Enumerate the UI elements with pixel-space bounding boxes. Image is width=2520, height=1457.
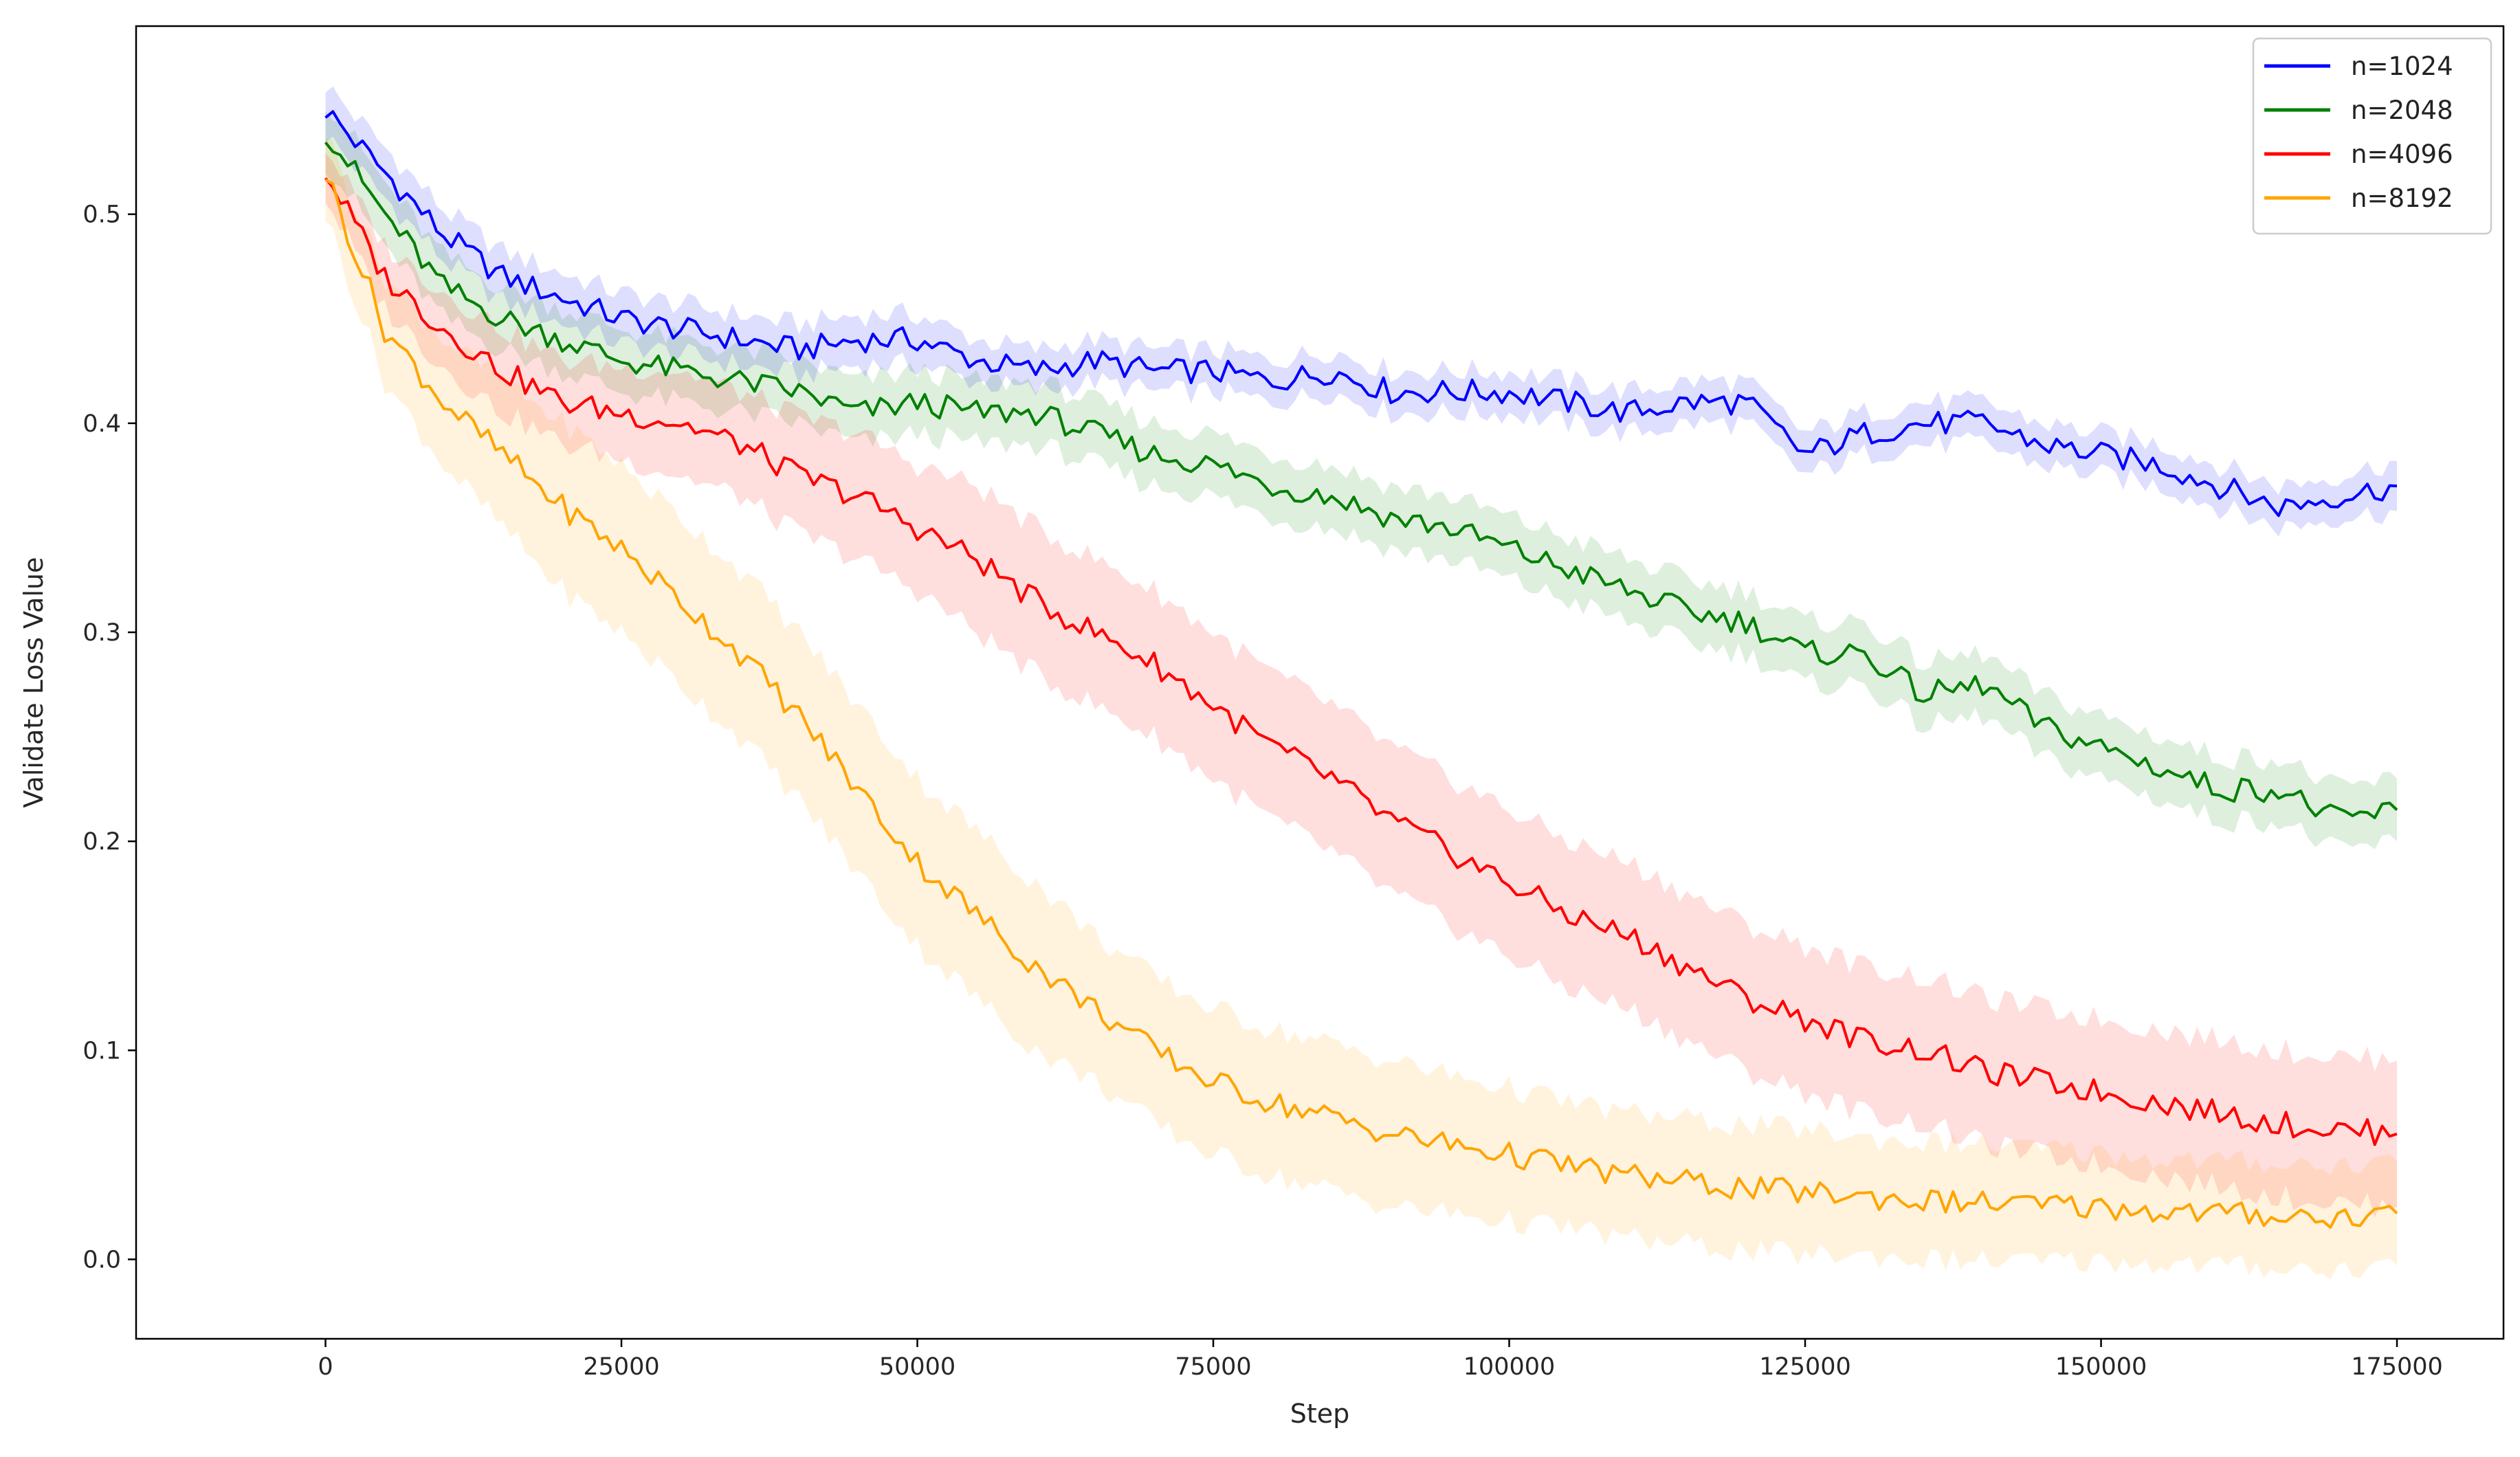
legend-label: n=8192 (2351, 183, 2453, 213)
x-tick-label: 75000 (1175, 1353, 1251, 1381)
y-tick-label: 0.0 (82, 1246, 121, 1274)
x-tick-label: 0 (318, 1353, 333, 1381)
legend-box (2252, 37, 2493, 235)
confidence-bands (325, 86, 2397, 1280)
band-n=8192 (325, 137, 2397, 1280)
x-axis: 0 25000 50000 75000 100000 125000 150000 175000 (318, 1339, 2443, 1381)
series-line-n=8192 (324, 178, 2398, 1229)
legend-label: n=1024 (2351, 52, 2453, 81)
y-tick-label: 0.1 (82, 1037, 121, 1065)
x-tick-label: 100000 (1463, 1353, 1556, 1381)
series-lines (324, 110, 2398, 1229)
legend: n=1024 n=2048 n=4096 n=8192 (2252, 37, 2493, 235)
x-tick-label: 50000 (879, 1353, 955, 1381)
legend-label: n=4096 (2351, 140, 2453, 169)
plot-frame (135, 25, 2505, 1340)
y-tick-label: 0.5 (82, 201, 121, 229)
x-tick-label: 125000 (1759, 1353, 1851, 1381)
legend-label: n=2048 (2351, 96, 2453, 125)
band-n=2048 (325, 111, 2397, 849)
y-axis-label: Validate Loss Value (19, 557, 49, 808)
y-tick-label: 0.3 (82, 619, 121, 647)
x-tick-label: 25000 (583, 1353, 659, 1381)
x-tick-label: 175000 (2351, 1353, 2443, 1381)
y-axis: 0.0 0.1 0.2 0.3 0.4 0.5 (82, 201, 136, 1274)
band-n=4096 (325, 153, 2397, 1218)
series-line-n=4096 (324, 177, 2398, 1146)
series-line-n=2048 (324, 142, 2398, 819)
x-axis-label: Step (1290, 1399, 1350, 1429)
y-tick-label: 0.2 (82, 828, 121, 856)
series-line-n=1024 (324, 110, 2398, 518)
y-tick-label: 0.4 (82, 410, 121, 438)
x-tick-label: 150000 (2055, 1353, 2147, 1381)
band-n=1024 (325, 86, 2397, 537)
